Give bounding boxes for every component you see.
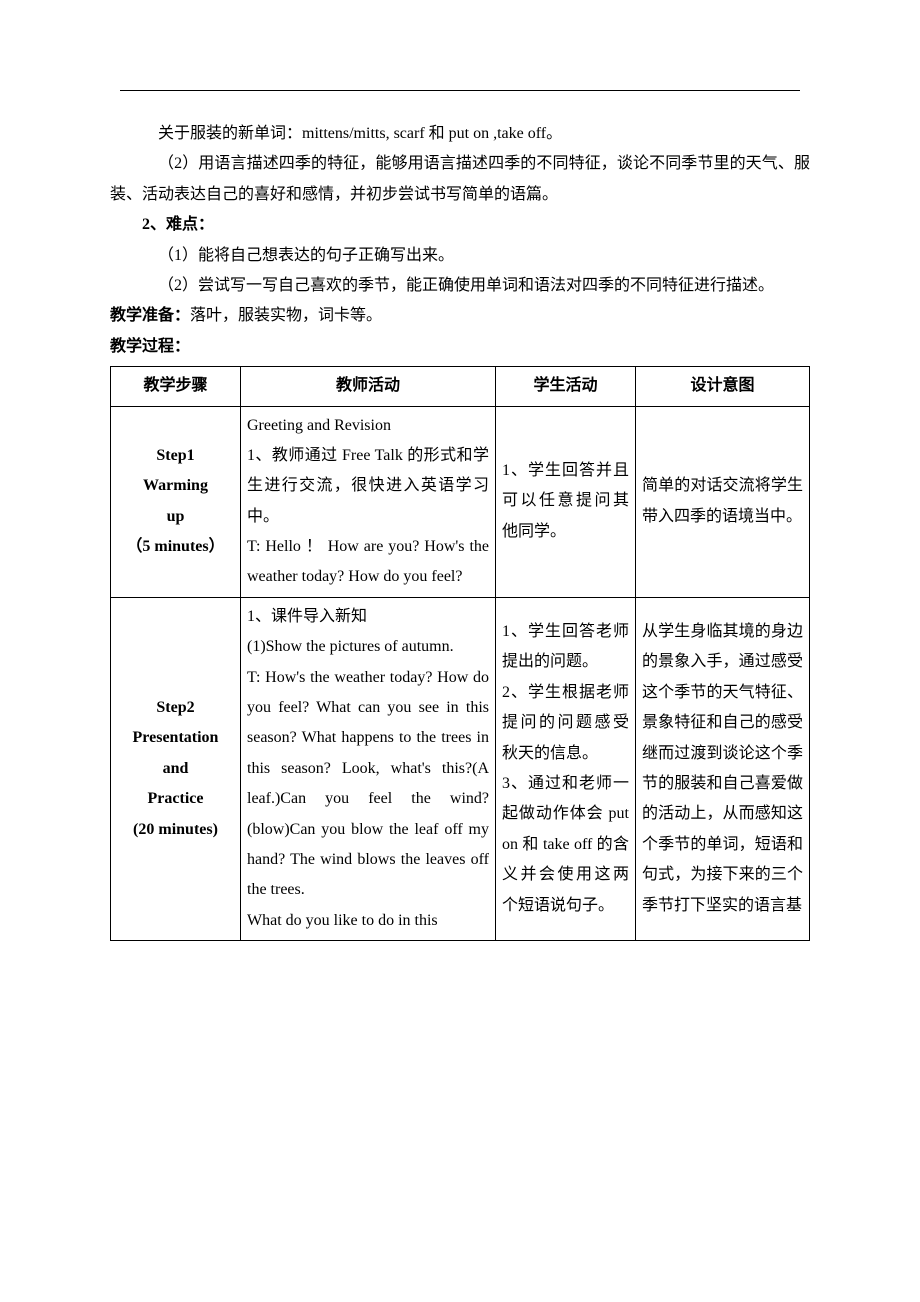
cell-step-2: Step2PresentationandPractice(20 minutes): [111, 597, 241, 940]
th-student: 学生活动: [496, 367, 636, 406]
cell-student-2: 1、学生回答老师提出的问题。2、学生根据老师提问的问题感受秋天的信息。3、通过和…: [496, 597, 636, 940]
difficulty-p1: （1）能将自己想表达的句子正确写出来。: [110, 241, 810, 271]
intro-p2: （2）用语言描述四季的特征，能够用语言描述四季的不同特征，谈论不同季节里的天气、…: [110, 149, 810, 210]
prep-label: 教学准备：: [110, 307, 190, 324]
cell-teacher-1: Greeting and Revision1、教师通过 Free Talk 的形…: [241, 406, 496, 597]
document-page: 关于服装的新单词：mittens/mitts, scarf 和 put on ,…: [0, 0, 920, 1302]
prep-text: 落叶，服装实物，词卡等。: [190, 307, 382, 324]
table-row: Step1Warmingup（5 minutes） Greeting and R…: [111, 406, 810, 597]
table-row: Step2PresentationandPractice(20 minutes)…: [111, 597, 810, 940]
process-label: 教学过程：: [110, 332, 810, 362]
header-rule: [120, 90, 800, 91]
cell-teacher-2: 1、课件导入新知(1)Show the pictures of autumn.T…: [241, 597, 496, 940]
cell-student-1: 1、学生回答并且可以任意提问其他同学。: [496, 406, 636, 597]
intro-p1: 关于服装的新单词：mittens/mitts, scarf 和 put on ,…: [110, 119, 810, 149]
difficulty-heading: 2、难点：: [110, 210, 810, 240]
th-step: 教学步骤: [111, 367, 241, 406]
cell-design-1: 简单的对话交流将学生带入四季的语境当中。: [636, 406, 810, 597]
prep-line: 教学准备：落叶，服装实物，词卡等。: [110, 301, 810, 331]
cell-step-1: Step1Warmingup（5 minutes）: [111, 406, 241, 597]
difficulty-p2: （2）尝试写一写自己喜欢的季节，能正确使用单词和语法对四季的不同特征进行描述。: [110, 271, 810, 301]
lesson-table: 教学步骤 教师活动 学生活动 设计意图 Step1Warmingup（5 min…: [110, 366, 810, 941]
th-design: 设计意图: [636, 367, 810, 406]
cell-design-2: 从学生身临其境的身边的景象入手，通过感受这个季节的天气特征、景象特征和自己的感受…: [636, 597, 810, 940]
table-header-row: 教学步骤 教师活动 学生活动 设计意图: [111, 367, 810, 406]
th-teacher: 教师活动: [241, 367, 496, 406]
